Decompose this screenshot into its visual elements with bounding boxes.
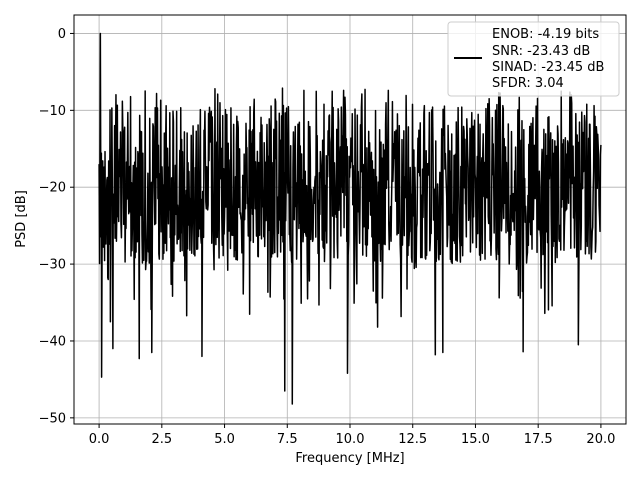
legend-enob: ENOB: -4.19 bits — [492, 27, 599, 42]
legend-snr: SNR: -23.43 dB — [492, 44, 590, 59]
x-tick-label: 15.0 — [461, 432, 490, 447]
psd-series-line — [98, 32, 602, 405]
psd-trace-layer — [98, 32, 602, 405]
x-tick-label: 20.0 — [586, 432, 615, 447]
x-tick-label: 17.5 — [524, 432, 553, 447]
x-tick-label: 2.5 — [151, 432, 172, 447]
x-tick-label: 5.0 — [214, 432, 235, 447]
y-tick-label: −50 — [39, 411, 66, 426]
x-tick-label: 12.5 — [398, 432, 427, 447]
y-axis-ticks: 0 −10 −20 −30 −40 −50 — [39, 27, 74, 426]
x-tick-label: 10.0 — [336, 432, 365, 447]
y-tick-label: −20 — [39, 181, 66, 196]
legend-box — [447, 21, 620, 97]
y-tick-label: −40 — [39, 334, 66, 349]
legend: ENOB: -4.19 bits SNR: -23.43 dB SINAD: -… — [447, 21, 620, 97]
x-tick-label: 7.5 — [277, 432, 298, 447]
y-tick-label: 0 — [58, 27, 66, 42]
legend-sinad: SINAD: -23.45 dB — [492, 60, 604, 75]
legend-sfdr: SFDR: 3.04 — [492, 76, 564, 91]
y-axis-label: PSD [dB] — [14, 190, 29, 248]
x-axis-ticks: 0.0 2.5 5.0 7.5 10.0 12.5 15.0 17.5 20.0 — [89, 424, 615, 447]
y-tick-label: −30 — [39, 258, 66, 273]
x-axis-label: Frequency [MHz] — [295, 451, 404, 466]
y-tick-label: −10 — [39, 104, 66, 119]
x-tick-label: 0.0 — [89, 432, 110, 447]
